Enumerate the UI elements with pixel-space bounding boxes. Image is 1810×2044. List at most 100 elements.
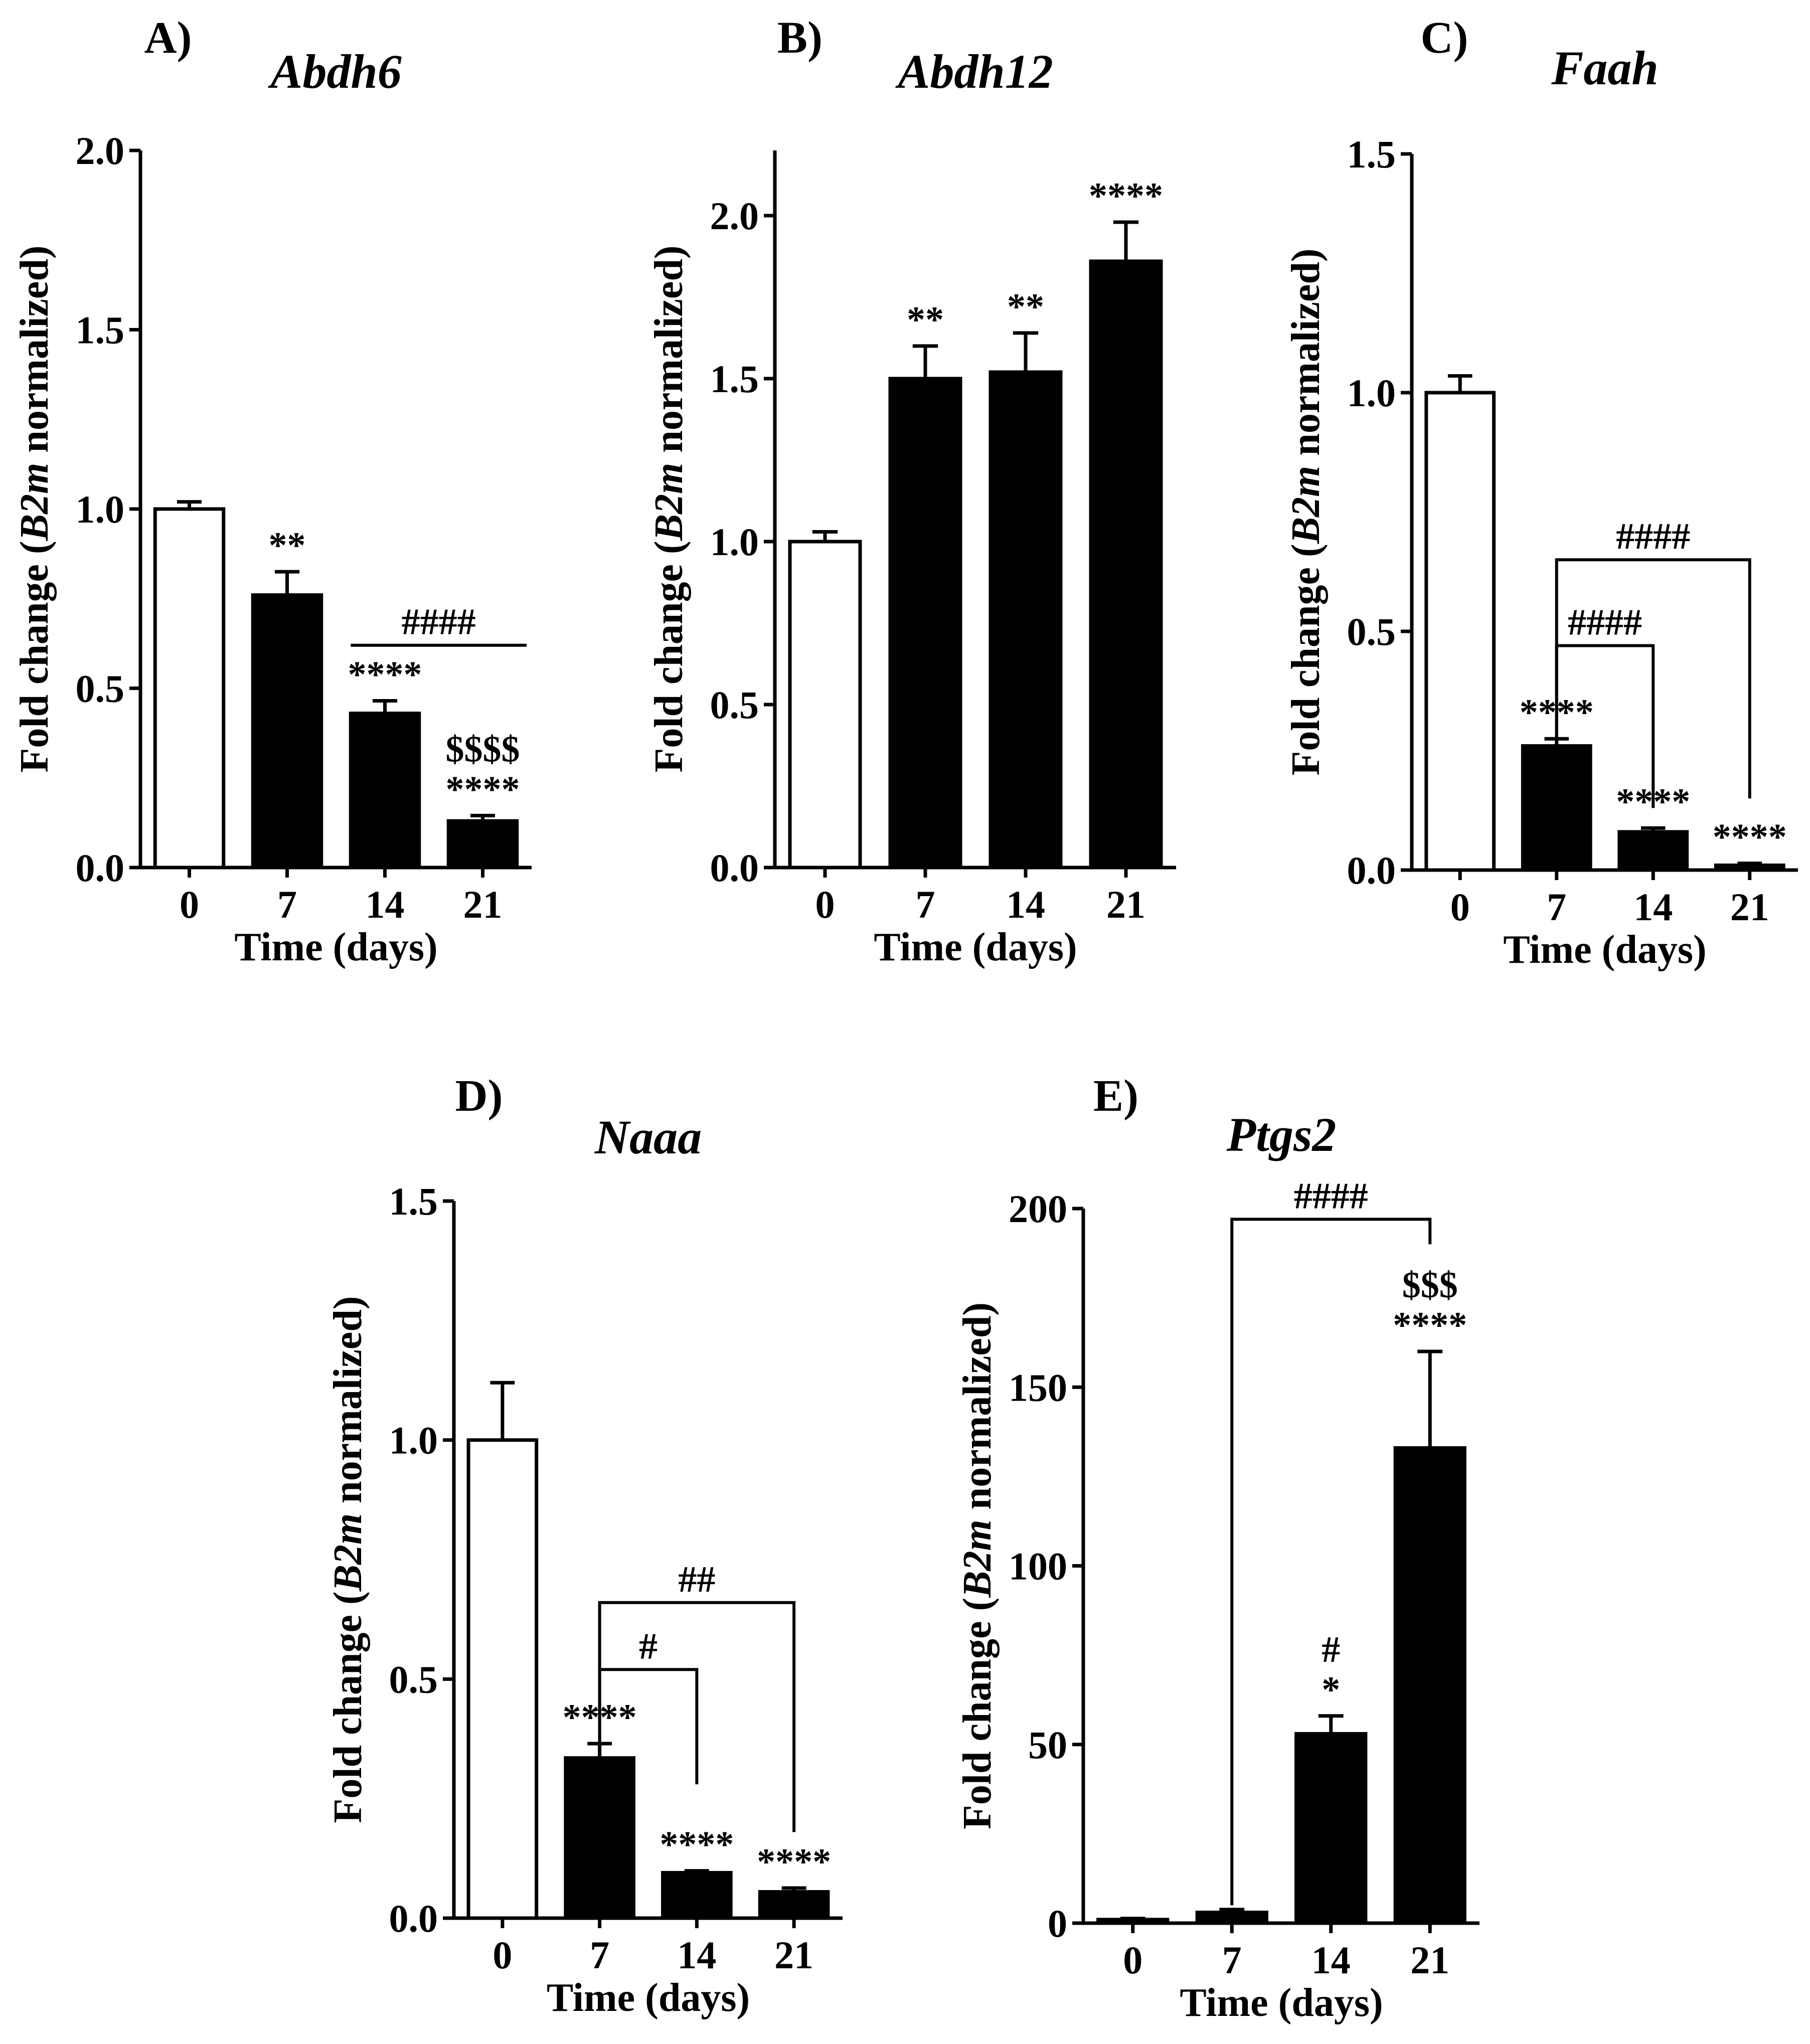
x-tick-label: 0 <box>492 1933 512 1977</box>
comparison-bracket <box>598 1601 796 1832</box>
significance-marker: **** <box>757 1841 831 1883</box>
bar-21 <box>446 819 519 870</box>
significance-marker: * <box>1322 1669 1340 1711</box>
y-tick-label: 200 <box>1009 1187 1067 1231</box>
y-tick-label: 100 <box>1009 1545 1067 1588</box>
y-axis-title: Fold change (B2m normalized) <box>647 245 691 772</box>
significance-marker: **** <box>1393 1305 1467 1346</box>
panel-label: C) <box>1421 13 1468 63</box>
x-tick-label: 14 <box>1633 885 1673 929</box>
comparison-label: #### <box>1616 516 1690 557</box>
y-tick-label: 1.5 <box>76 308 125 352</box>
x-tick-label: 7 <box>1547 885 1566 929</box>
x-tick-label: 21 <box>1106 883 1145 926</box>
panel-label: D) <box>455 1071 503 1121</box>
y-tick-label: 0.0 <box>76 846 125 890</box>
bar-0 <box>153 507 226 870</box>
x-axis-title: Time (days) <box>234 925 437 969</box>
comparison-label: #### <box>1568 602 1642 643</box>
x-tick-label: 21 <box>1410 1938 1449 1982</box>
y-axis-title: Fold change (B2m normalized) <box>13 245 57 772</box>
y-tick-label: 1.5 <box>1347 132 1396 176</box>
y-tick-label: 1.5 <box>389 1179 438 1223</box>
y-tick-label: 0.0 <box>1347 848 1396 892</box>
x-tick-label: 0 <box>180 883 199 926</box>
y-tick-label: 1.0 <box>76 487 125 531</box>
y-tick-label: 0.5 <box>1347 610 1396 653</box>
y-tick-label: 0.5 <box>710 683 759 727</box>
chart-panel-3: C) Faah 0.0 0.5 1.0 1.5 0 7 14 21 Time (days) Fold … <box>1284 13 1798 972</box>
chart-title: Abdh12 <box>895 45 1053 98</box>
significance-marker: **** <box>446 769 520 810</box>
y-tick-label: 0.0 <box>710 846 759 890</box>
y-tick-label: 50 <box>1028 1723 1067 1767</box>
y-axis-title: Fold change (B2m normalized) <box>326 1296 370 1823</box>
y-tick-label: 2.0 <box>76 129 125 173</box>
significance-marker: **** <box>348 654 422 696</box>
x-tick-label: 21 <box>774 1933 813 1977</box>
bar-0 <box>466 1438 539 1920</box>
comparison-label: ## <box>678 1559 715 1600</box>
significance-marker: **** <box>1089 176 1163 217</box>
bar-21 <box>1393 1446 1466 1925</box>
y-tick-label: 1.0 <box>389 1419 438 1462</box>
bar-0 <box>1424 391 1496 872</box>
significance-marker: **** <box>1713 817 1787 858</box>
bar-0 <box>788 540 862 870</box>
y-axis-title: Fold change (B2m normalized) <box>1284 248 1328 775</box>
y-tick-label: 1.0 <box>710 520 759 564</box>
y-axis-title: Fold change (B2m normalized) <box>955 1302 1000 1829</box>
significance-marker: **** <box>660 1824 734 1865</box>
x-tick-label: 21 <box>463 883 503 926</box>
bar-7 <box>251 593 323 870</box>
y-tick-label: 0.0 <box>389 1897 438 1940</box>
x-axis-title: Time (days) <box>874 925 1077 969</box>
y-tick-label: 1.5 <box>710 357 759 401</box>
y-tick-label: 0 <box>1048 1902 1067 1945</box>
chart-panel-5: E) Ptgs2 0 50 100 150 200 0 7 14 21 Time (days) Fold… <box>955 1071 1479 2025</box>
panel-label: B) <box>777 13 822 63</box>
x-tick-label: 7 <box>590 1933 609 1977</box>
significance-marker: # <box>1322 1629 1340 1670</box>
bar-14 <box>1294 1732 1368 1925</box>
significance-marker: $$$ <box>1402 1265 1458 1306</box>
x-tick-label: 0 <box>1450 885 1470 929</box>
x-axis-title: Time (days) <box>547 1976 750 2020</box>
bar-21 <box>758 1890 830 1920</box>
chart-title: Naaa <box>594 1110 702 1164</box>
chart-panel-1: A) Abdh6 0.0 0.5 1.0 1.5 2.0 0 7 14 21 Time (days) F… <box>13 13 532 969</box>
y-tick-label: 2.0 <box>710 194 759 238</box>
x-tick-label: 0 <box>815 883 835 926</box>
bar-7 <box>888 377 962 870</box>
x-tick-label: 21 <box>1730 885 1769 929</box>
significance-marker: ** <box>1007 286 1044 327</box>
bar-14 <box>349 712 421 870</box>
chart-panel-4: D) Naaa 0.0 0.5 1.0 1.5 0 7 14 21 Time (days) Fold … <box>326 1071 843 2020</box>
bar-14 <box>989 370 1063 870</box>
bar-21 <box>1089 259 1163 870</box>
panel-label: E) <box>1093 1071 1138 1121</box>
x-tick-label: 14 <box>677 1933 716 1977</box>
comparison-label: # <box>639 1626 657 1667</box>
significance-marker: $$$$ <box>446 729 520 770</box>
comparison-label: #### <box>1294 1175 1368 1217</box>
chart-title: Ptgs2 <box>1226 1108 1337 1161</box>
x-tick-label: 0 <box>1123 1938 1142 1982</box>
comparison-bracket <box>1230 1218 1432 1906</box>
bar-14 <box>1617 830 1689 872</box>
y-tick-label: 0.5 <box>76 667 125 711</box>
chart-title: Abdh6 <box>268 45 401 98</box>
x-axis-title: Time (days) <box>1180 1981 1383 2025</box>
panel-label: A) <box>144 13 192 63</box>
x-tick-label: 14 <box>1006 883 1045 926</box>
significance-marker: ** <box>907 299 944 340</box>
x-tick-label: 7 <box>916 883 935 926</box>
x-tick-label: 14 <box>366 883 405 926</box>
x-tick-label: 7 <box>1222 1938 1242 1982</box>
x-tick-label: 7 <box>277 883 297 926</box>
comparison-bracket <box>1555 558 1751 799</box>
bar-14 <box>661 1870 733 1920</box>
chart-panel-2: B) Abdh12 0.0 0.5 1.0 1.5 2.0 0 7 14 21 Time (days)… <box>647 13 1176 969</box>
